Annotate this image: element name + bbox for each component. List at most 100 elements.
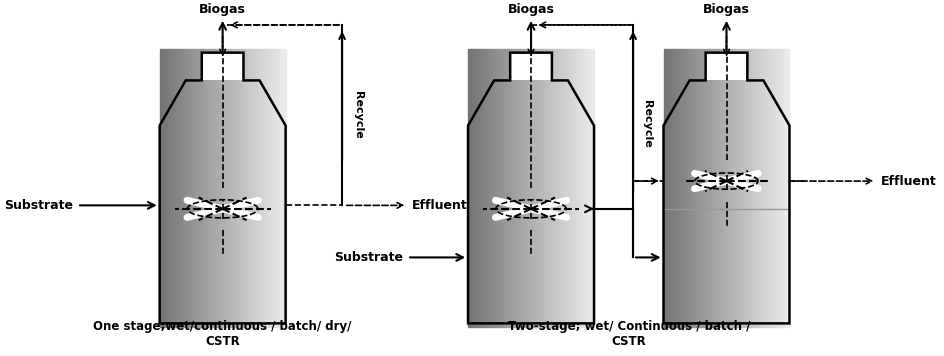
Polygon shape — [726, 49, 728, 327]
Polygon shape — [690, 49, 692, 327]
Polygon shape — [510, 49, 512, 327]
Polygon shape — [168, 49, 170, 327]
Text: Recycle: Recycle — [352, 91, 362, 139]
Text: Biogas: Biogas — [199, 3, 245, 16]
Polygon shape — [562, 49, 564, 327]
Polygon shape — [208, 49, 210, 327]
Polygon shape — [261, 49, 262, 327]
Polygon shape — [776, 49, 778, 327]
Polygon shape — [275, 49, 277, 327]
Text: Effluent: Effluent — [880, 174, 936, 188]
Polygon shape — [531, 49, 532, 327]
Polygon shape — [767, 49, 769, 327]
Polygon shape — [273, 49, 275, 327]
Polygon shape — [719, 49, 721, 327]
Polygon shape — [716, 49, 717, 327]
Polygon shape — [532, 49, 534, 327]
Polygon shape — [553, 49, 556, 327]
Polygon shape — [275, 49, 277, 327]
Polygon shape — [480, 49, 482, 327]
Polygon shape — [160, 49, 161, 327]
Polygon shape — [732, 49, 734, 327]
Polygon shape — [264, 49, 266, 327]
Polygon shape — [690, 49, 692, 327]
Polygon shape — [273, 49, 275, 327]
Polygon shape — [697, 49, 699, 327]
Polygon shape — [667, 49, 669, 327]
Polygon shape — [197, 49, 199, 327]
Polygon shape — [174, 49, 177, 327]
Polygon shape — [170, 49, 172, 327]
Polygon shape — [732, 49, 734, 327]
Polygon shape — [579, 49, 581, 327]
Polygon shape — [258, 49, 261, 327]
Polygon shape — [195, 49, 197, 327]
Polygon shape — [180, 49, 182, 327]
Polygon shape — [682, 49, 683, 327]
Polygon shape — [740, 49, 743, 327]
Polygon shape — [180, 49, 182, 327]
Polygon shape — [245, 49, 247, 327]
Polygon shape — [581, 49, 582, 327]
Polygon shape — [707, 49, 709, 327]
Polygon shape — [514, 49, 515, 327]
Polygon shape — [566, 49, 568, 327]
Polygon shape — [249, 49, 252, 327]
Polygon shape — [185, 49, 187, 327]
Polygon shape — [694, 49, 697, 327]
Polygon shape — [560, 49, 562, 327]
Polygon shape — [680, 49, 682, 327]
Polygon shape — [705, 49, 707, 327]
Polygon shape — [537, 49, 539, 327]
Polygon shape — [692, 49, 694, 327]
Polygon shape — [244, 49, 245, 327]
Polygon shape — [774, 49, 776, 327]
Polygon shape — [515, 49, 518, 327]
Polygon shape — [564, 49, 566, 327]
Polygon shape — [568, 49, 570, 327]
Polygon shape — [736, 49, 738, 327]
Polygon shape — [182, 49, 185, 327]
Polygon shape — [199, 49, 201, 327]
Polygon shape — [749, 49, 750, 327]
Polygon shape — [193, 49, 195, 327]
Polygon shape — [177, 49, 178, 327]
Polygon shape — [216, 49, 218, 327]
Polygon shape — [214, 49, 216, 327]
Polygon shape — [743, 49, 745, 327]
Polygon shape — [261, 49, 262, 327]
Polygon shape — [266, 49, 268, 327]
Polygon shape — [702, 49, 705, 327]
Polygon shape — [201, 49, 204, 327]
Polygon shape — [476, 49, 478, 327]
Polygon shape — [558, 49, 560, 327]
Polygon shape — [493, 49, 495, 327]
Polygon shape — [505, 49, 508, 327]
Polygon shape — [271, 49, 273, 327]
Polygon shape — [271, 49, 273, 327]
Polygon shape — [191, 49, 193, 327]
Polygon shape — [762, 49, 764, 327]
Polygon shape — [539, 49, 541, 327]
Polygon shape — [575, 49, 577, 327]
Text: Substrate: Substrate — [333, 251, 402, 264]
Polygon shape — [201, 49, 204, 327]
Polygon shape — [743, 49, 745, 327]
Polygon shape — [724, 49, 726, 327]
Polygon shape — [470, 49, 472, 327]
Polygon shape — [541, 49, 543, 327]
Polygon shape — [738, 49, 740, 327]
Polygon shape — [168, 49, 170, 327]
Polygon shape — [472, 49, 474, 327]
Polygon shape — [210, 49, 211, 327]
Polygon shape — [665, 49, 667, 327]
Polygon shape — [211, 49, 214, 327]
Polygon shape — [577, 49, 579, 327]
Polygon shape — [749, 49, 750, 327]
Polygon shape — [526, 49, 529, 327]
Polygon shape — [783, 49, 784, 327]
Polygon shape — [225, 49, 227, 327]
Polygon shape — [572, 49, 575, 327]
Polygon shape — [191, 49, 193, 327]
Polygon shape — [512, 49, 514, 327]
